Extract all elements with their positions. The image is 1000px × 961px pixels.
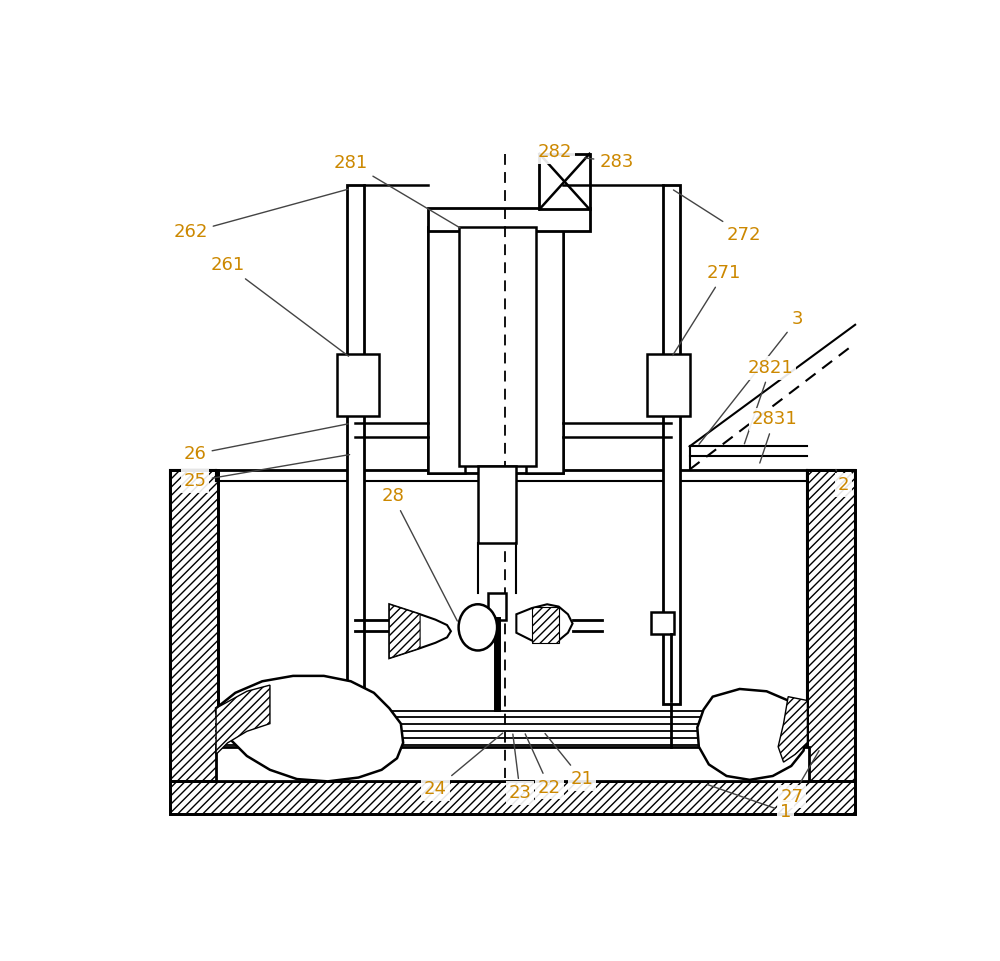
Bar — [428, 227, 563, 474]
Polygon shape — [216, 676, 403, 781]
Bar — [539, 154, 590, 209]
Polygon shape — [389, 604, 451, 658]
Polygon shape — [697, 689, 807, 779]
Text: 271: 271 — [673, 264, 741, 356]
Polygon shape — [516, 604, 573, 643]
Text: 272: 272 — [673, 190, 761, 244]
Text: 283: 283 — [585, 153, 634, 170]
Bar — [459, 227, 536, 466]
Bar — [216, 747, 809, 781]
Text: 2821: 2821 — [744, 358, 793, 444]
Text: 24: 24 — [424, 733, 503, 798]
Polygon shape — [532, 606, 559, 643]
Text: 262: 262 — [173, 189, 348, 241]
Text: 22: 22 — [525, 734, 561, 797]
Bar — [170, 781, 855, 814]
Text: 26: 26 — [184, 424, 348, 463]
Polygon shape — [216, 685, 270, 754]
Text: 28: 28 — [382, 487, 457, 621]
Text: 2: 2 — [836, 470, 849, 494]
Bar — [478, 466, 516, 543]
Text: 23: 23 — [509, 734, 532, 801]
Text: 25: 25 — [184, 455, 350, 490]
Bar — [526, 227, 563, 474]
Bar — [807, 470, 855, 781]
Bar — [651, 612, 674, 633]
Text: 3: 3 — [699, 310, 803, 444]
Bar — [170, 470, 218, 781]
Bar — [647, 354, 690, 415]
Polygon shape — [170, 470, 216, 747]
Text: 1: 1 — [708, 784, 792, 821]
Polygon shape — [778, 697, 807, 762]
Bar — [663, 185, 680, 704]
Bar — [807, 470, 855, 781]
Bar — [170, 781, 855, 814]
Text: 261: 261 — [210, 257, 349, 357]
Ellipse shape — [459, 604, 497, 651]
Text: 21: 21 — [545, 733, 593, 788]
Bar — [488, 593, 506, 620]
Polygon shape — [807, 470, 855, 747]
Bar — [347, 185, 364, 704]
Bar — [170, 470, 218, 781]
Text: 27: 27 — [781, 751, 819, 805]
Text: 282: 282 — [538, 143, 572, 161]
Bar — [428, 208, 590, 231]
Polygon shape — [389, 604, 420, 658]
Bar — [428, 227, 465, 474]
Bar — [337, 354, 379, 415]
Text: 281: 281 — [334, 154, 460, 228]
Text: 2831: 2831 — [751, 410, 797, 463]
